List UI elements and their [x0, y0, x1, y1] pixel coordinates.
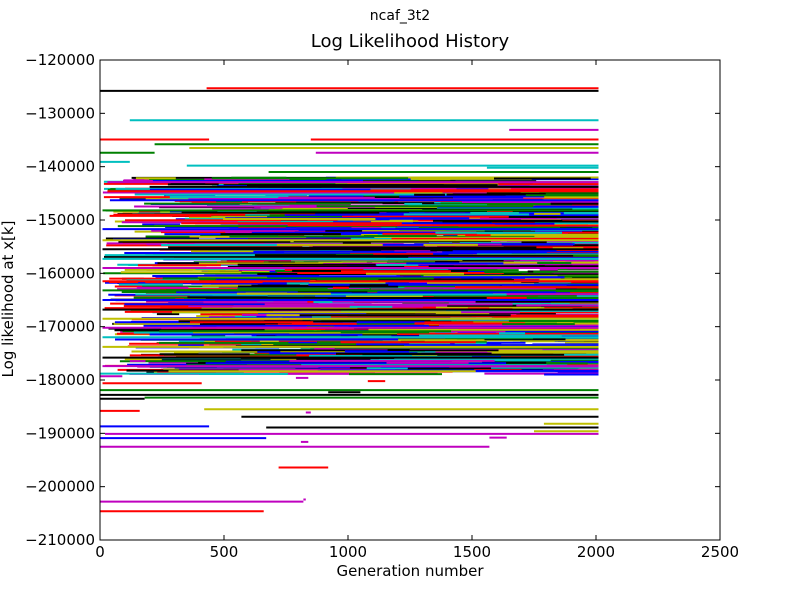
- y-axis-ticks: −120000 −130000 −140000 −150000 −160000 −1700…: [25, 51, 720, 549]
- y-tick-label: −170000: [25, 318, 95, 336]
- chart-title: Log Likelihood History: [310, 31, 510, 52]
- x-tick-label: 1000: [329, 543, 367, 561]
- y-tick-label: −210000: [25, 531, 95, 549]
- x-axis-ticks: 0 500 1000 1500 2000 2500: [95, 60, 739, 561]
- figure-suptitle: ncaf_3t2: [369, 8, 431, 24]
- series-layer: [100, 87, 599, 513]
- x-tick-label: 2500: [701, 543, 739, 561]
- y-tick-label: −130000: [25, 104, 95, 122]
- y-tick-label: −200000: [25, 478, 95, 496]
- x-tick-label: 1500: [453, 543, 491, 561]
- plot-frame: [99, 59, 721, 541]
- x-tick-label: 2000: [577, 543, 615, 561]
- y-tick-label: −190000: [25, 424, 95, 442]
- x-tick-label: 0: [95, 543, 105, 561]
- y-tick-label: −180000: [25, 371, 95, 389]
- x-axis-label: Generation number: [336, 562, 484, 580]
- y-tick-label: −140000: [25, 158, 95, 176]
- x-tick-label: 500: [210, 543, 239, 561]
- y-tick-label: −120000: [25, 51, 95, 69]
- y-tick-label: −160000: [25, 264, 95, 282]
- y-tick-label: −150000: [25, 211, 95, 229]
